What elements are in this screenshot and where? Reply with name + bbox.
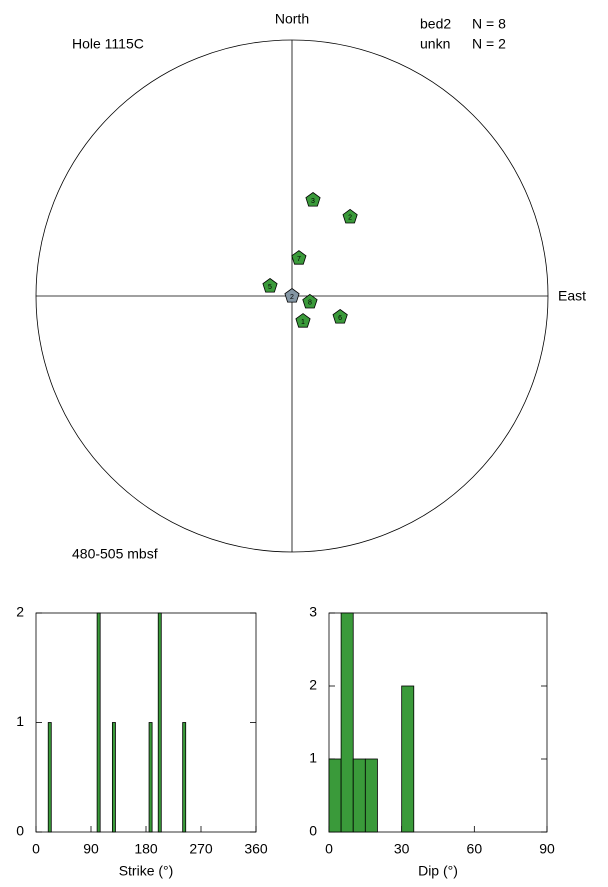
point xyxy=(305,192,321,207)
y-tick-label: 0 xyxy=(309,823,317,839)
point xyxy=(284,288,300,303)
plot-frame xyxy=(35,612,257,833)
point xyxy=(332,309,348,324)
x-tick-label: 0 xyxy=(325,841,333,857)
x-tick-label: 90 xyxy=(83,841,99,857)
point-label: 6 xyxy=(338,315,342,322)
point-label: 3 xyxy=(311,198,315,205)
point xyxy=(295,313,311,328)
bar xyxy=(328,758,342,833)
subtitle: 480-505 mbsf xyxy=(72,546,158,562)
point-label: 2 xyxy=(290,294,294,301)
legend-name: unkn xyxy=(420,36,450,52)
legend-count: N = 8 xyxy=(472,16,506,32)
point xyxy=(291,250,307,265)
bar xyxy=(352,758,366,833)
x-axis-label: Strike (°) xyxy=(119,863,174,879)
point-label: 8 xyxy=(308,300,312,307)
x-tick-label: 90 xyxy=(539,841,555,857)
point xyxy=(342,208,358,224)
y-tick-label: 2 xyxy=(16,604,24,620)
x-tick-label: 180 xyxy=(134,841,158,857)
x-tick-label: 270 xyxy=(189,841,213,857)
y-tick-label: 3 xyxy=(309,604,317,620)
bar xyxy=(182,722,187,833)
x-tick-label: 0 xyxy=(32,841,40,857)
title: Hole 1115C xyxy=(72,36,144,52)
bar xyxy=(340,612,354,833)
bar xyxy=(111,722,116,833)
y-tick-label: 0 xyxy=(16,823,24,839)
point xyxy=(262,278,278,293)
y-tick-label: 2 xyxy=(309,677,317,693)
north-label: North xyxy=(275,11,309,27)
east-label: East xyxy=(558,288,586,304)
point-label: 2 xyxy=(348,215,352,222)
x-tick-label: 60 xyxy=(467,841,483,857)
bar xyxy=(364,758,378,833)
y-tick-label: 1 xyxy=(309,750,317,766)
x-tick-label: 30 xyxy=(394,841,410,857)
bar xyxy=(148,722,153,833)
legend-name: bed2 xyxy=(420,16,451,32)
point-label: 1 xyxy=(301,319,305,326)
point xyxy=(302,293,318,309)
bar xyxy=(401,685,415,833)
bar xyxy=(96,612,101,833)
point-label: 5 xyxy=(268,284,272,291)
y-tick-label: 1 xyxy=(16,713,24,729)
x-tick-label: 360 xyxy=(244,841,268,857)
bar xyxy=(157,612,162,833)
plot-frame xyxy=(328,612,548,833)
bar xyxy=(47,722,52,833)
point-label: 7 xyxy=(297,256,301,263)
x-axis-label: Dip (°) xyxy=(418,863,458,879)
legend-count: N = 2 xyxy=(472,36,506,52)
